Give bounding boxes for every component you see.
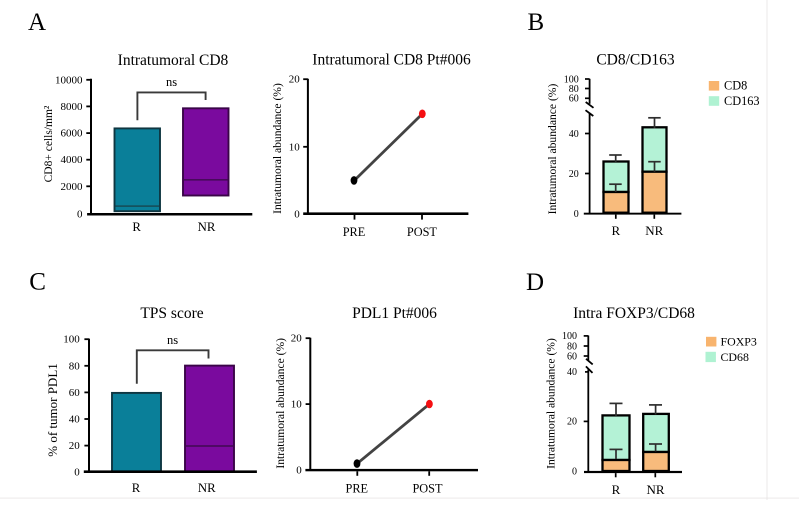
svg-text:NR: NR bbox=[198, 481, 216, 495]
svg-text:R: R bbox=[612, 482, 621, 497]
svg-text:R: R bbox=[132, 481, 141, 495]
svg-text:0: 0 bbox=[77, 209, 83, 221]
svg-text:6000: 6000 bbox=[61, 128, 84, 140]
svg-text:80: 80 bbox=[69, 360, 81, 372]
svg-text:20: 20 bbox=[69, 440, 81, 452]
svg-text:20: 20 bbox=[569, 169, 579, 180]
svg-text:D: D bbox=[526, 269, 544, 296]
svg-text:2000: 2000 bbox=[61, 181, 84, 193]
svg-text:20: 20 bbox=[567, 417, 577, 428]
svg-text:CD68: CD68 bbox=[721, 350, 749, 364]
svg-text:NR: NR bbox=[645, 223, 663, 238]
svg-text:NR: NR bbox=[198, 220, 216, 234]
svg-text:60: 60 bbox=[569, 94, 579, 105]
svg-text:20: 20 bbox=[291, 333, 303, 345]
svg-text:PRE: PRE bbox=[343, 225, 366, 239]
svg-text:80: 80 bbox=[567, 341, 577, 352]
svg-text:PDL1 Pt#006: PDL1 Pt#006 bbox=[352, 305, 437, 322]
svg-text:100: 100 bbox=[562, 331, 577, 342]
svg-text:10: 10 bbox=[289, 141, 301, 153]
svg-text:R: R bbox=[611, 223, 620, 238]
svg-text:100: 100 bbox=[63, 334, 80, 346]
svg-text:POST: POST bbox=[412, 481, 443, 495]
svg-text:0: 0 bbox=[74, 466, 80, 478]
svg-text:FOXP3: FOXP3 bbox=[721, 335, 757, 349]
svg-text:10000: 10000 bbox=[55, 74, 83, 86]
svg-text:Intratumoral CD8: Intratumoral CD8 bbox=[118, 52, 229, 69]
svg-text:TPS score: TPS score bbox=[140, 305, 203, 322]
svg-text:0: 0 bbox=[294, 209, 300, 221]
svg-text:ns: ns bbox=[166, 75, 177, 89]
svg-text:CD8+ cells/mm²: CD8+ cells/mm² bbox=[43, 105, 55, 182]
svg-text:0: 0 bbox=[572, 466, 577, 477]
svg-text:8000: 8000 bbox=[61, 101, 84, 113]
svg-text:Intratumoral abundance (%): Intratumoral abundance (%) bbox=[545, 338, 558, 469]
svg-text:80: 80 bbox=[569, 84, 579, 95]
svg-text:Intratumoral abundance (%): Intratumoral abundance (%) bbox=[546, 84, 559, 215]
svg-text:C: C bbox=[29, 269, 46, 296]
svg-text:20: 20 bbox=[289, 74, 301, 86]
svg-text:0: 0 bbox=[574, 209, 579, 220]
svg-text:NR: NR bbox=[646, 482, 664, 497]
svg-text:Intratumoral abundance (%): Intratumoral abundance (%) bbox=[274, 338, 287, 469]
svg-text:60: 60 bbox=[567, 351, 577, 362]
svg-text:PRE: PRE bbox=[346, 481, 369, 495]
svg-text:Intratumoral abundance (%): Intratumoral abundance (%) bbox=[271, 83, 284, 214]
svg-text:CD8: CD8 bbox=[724, 79, 747, 93]
svg-text:100: 100 bbox=[564, 74, 579, 85]
svg-text:CD8/CD163: CD8/CD163 bbox=[596, 52, 675, 69]
svg-text:0: 0 bbox=[296, 465, 302, 477]
svg-text:CD163: CD163 bbox=[724, 94, 760, 108]
svg-text:Intra FOXP3/CD68: Intra FOXP3/CD68 bbox=[573, 305, 695, 322]
svg-text:R: R bbox=[132, 220, 141, 234]
svg-text:4000: 4000 bbox=[61, 154, 84, 166]
svg-text:POST: POST bbox=[407, 225, 438, 239]
svg-text:% of tumor PDL1: % of tumor PDL1 bbox=[45, 363, 60, 457]
svg-text:40: 40 bbox=[569, 129, 579, 140]
svg-text:40: 40 bbox=[69, 414, 81, 426]
svg-text:B: B bbox=[528, 9, 545, 36]
svg-text:A: A bbox=[28, 9, 46, 36]
svg-text:60: 60 bbox=[69, 387, 81, 399]
svg-text:10: 10 bbox=[291, 399, 303, 411]
svg-text:Intratumoral CD8 Pt#006: Intratumoral CD8 Pt#006 bbox=[312, 52, 471, 69]
svg-text:40: 40 bbox=[567, 367, 577, 378]
svg-text:ns: ns bbox=[167, 333, 178, 347]
